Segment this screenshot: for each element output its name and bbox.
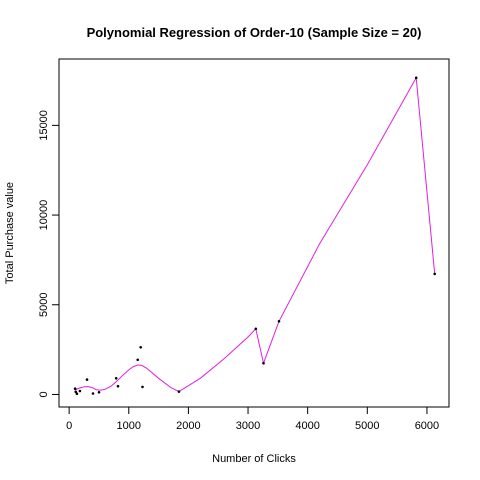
- data-points-layer: [73, 76, 437, 396]
- y-tick-label: 5000: [38, 293, 50, 317]
- data-point: [177, 390, 181, 393]
- y-tick-label: 0: [38, 391, 50, 397]
- y-tick-label: 15000: [38, 110, 50, 141]
- x-tick-label: 3000: [236, 420, 260, 432]
- data-point: [139, 346, 142, 349]
- y-axis: 0 5000 10000 15000: [38, 110, 60, 398]
- chart-title: Polynomial Regression of Order-10 (Sampl…: [87, 25, 422, 40]
- data-point: [136, 358, 139, 362]
- data-point: [414, 76, 418, 80]
- x-axis: 0 1000 2000 3000 4000 5000 6000: [66, 406, 439, 432]
- regression-curve: [74, 76, 436, 393]
- y-axis-label: Total Purchase value: [4, 182, 16, 284]
- data-point: [262, 361, 265, 365]
- x-tick-label: 2000: [176, 420, 200, 432]
- x-tick-label: 5000: [355, 420, 379, 432]
- y-tick-label: 10000: [38, 200, 50, 231]
- x-tick-label: 6000: [415, 420, 439, 432]
- data-point: [114, 377, 118, 380]
- plot-area: [58, 58, 450, 408]
- x-axis-label: Number of Clicks: [212, 453, 296, 465]
- x-tick-label: 4000: [295, 420, 319, 432]
- x-tick-label: 1000: [117, 420, 141, 432]
- data-point: [116, 384, 120, 388]
- data-point: [91, 392, 95, 395]
- x-tick-label: 0: [66, 420, 72, 432]
- data-point: [78, 389, 82, 393]
- data-point: [97, 391, 101, 394]
- data-point: [277, 320, 281, 323]
- data-point: [433, 272, 437, 276]
- data-point: [75, 392, 79, 396]
- data-point: [73, 387, 77, 391]
- data-point: [254, 327, 258, 331]
- data-point: [85, 378, 89, 381]
- data-point: [141, 385, 144, 389]
- fit-curve-layer: [74, 76, 436, 393]
- data-point: [74, 390, 77, 394]
